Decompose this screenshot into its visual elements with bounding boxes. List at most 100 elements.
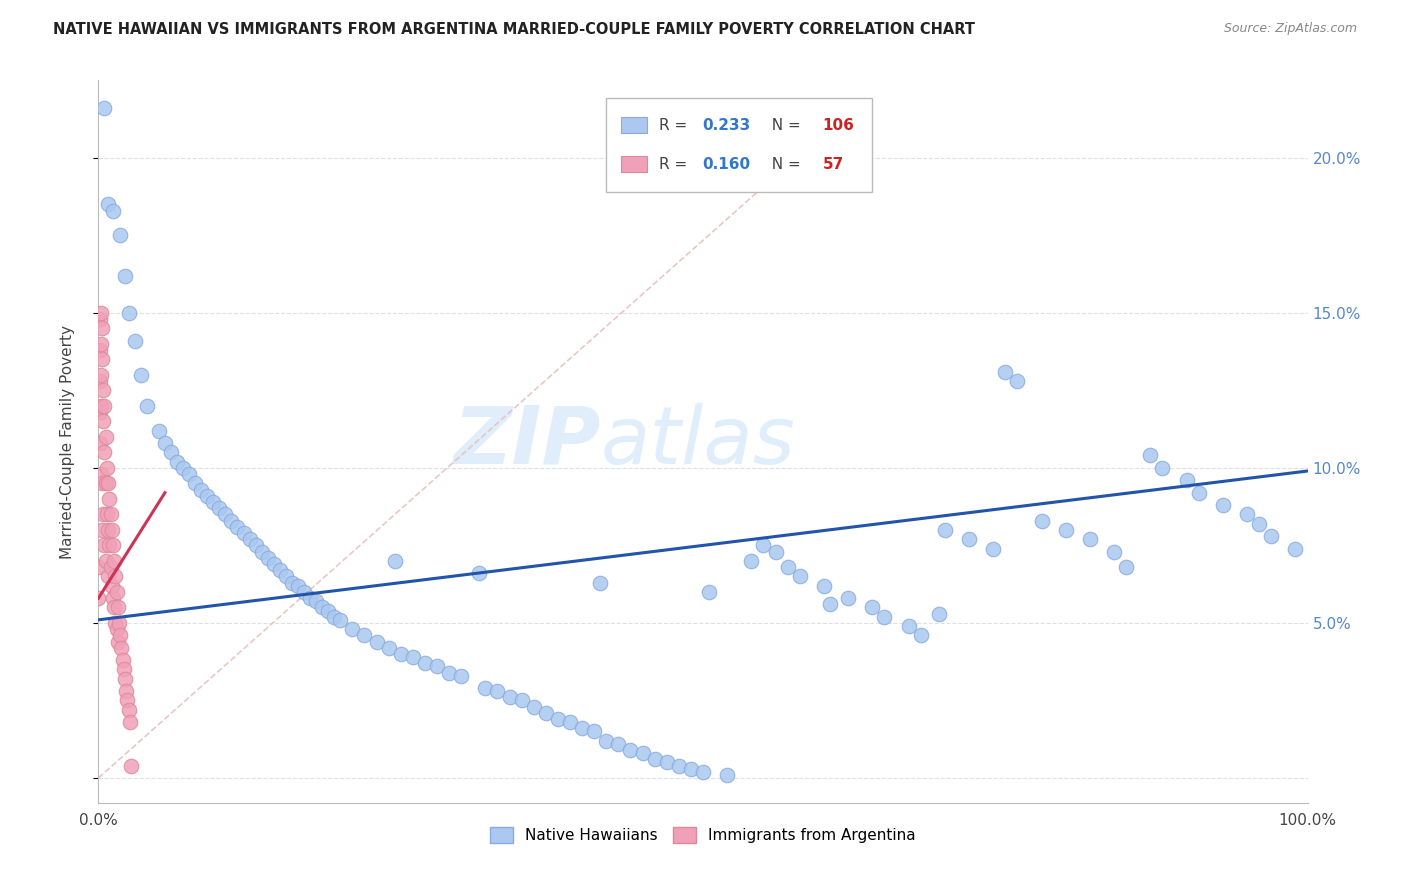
Point bbox=[124, 334, 146, 348]
Point bbox=[619, 743, 641, 757]
Point bbox=[108, 615, 131, 630]
Point bbox=[89, 312, 111, 326]
Point bbox=[752, 538, 775, 552]
Point bbox=[1236, 508, 1258, 522]
Point bbox=[474, 681, 496, 695]
Point bbox=[558, 715, 581, 730]
Point bbox=[97, 197, 120, 211]
Point bbox=[94, 430, 117, 444]
Point bbox=[595, 733, 617, 747]
Point bbox=[740, 554, 762, 568]
Point bbox=[114, 268, 136, 283]
Point bbox=[108, 628, 131, 642]
Point bbox=[91, 384, 114, 398]
Point bbox=[104, 569, 127, 583]
Point bbox=[90, 306, 112, 320]
Point bbox=[377, 640, 399, 655]
Point bbox=[112, 663, 135, 677]
Point bbox=[486, 684, 509, 698]
Point bbox=[716, 768, 738, 782]
Point bbox=[910, 628, 932, 642]
Point bbox=[1102, 544, 1125, 558]
Point bbox=[93, 399, 115, 413]
Point bbox=[160, 445, 183, 459]
Point bbox=[104, 615, 127, 630]
Point bbox=[631, 746, 654, 760]
Point bbox=[299, 591, 322, 606]
Point bbox=[818, 598, 841, 612]
Point bbox=[402, 650, 425, 665]
Point bbox=[534, 706, 557, 720]
Point bbox=[91, 476, 114, 491]
FancyBboxPatch shape bbox=[621, 156, 647, 172]
Point bbox=[1054, 523, 1077, 537]
Point bbox=[239, 533, 262, 547]
Point bbox=[274, 569, 297, 583]
Point bbox=[1152, 461, 1174, 475]
Point bbox=[105, 622, 128, 636]
Text: ZIP: ZIP bbox=[453, 402, 600, 481]
Point bbox=[366, 634, 388, 648]
Point bbox=[166, 455, 188, 469]
Point bbox=[110, 640, 132, 655]
Point bbox=[91, 414, 114, 428]
Point bbox=[250, 544, 273, 558]
Point bbox=[107, 600, 129, 615]
Point bbox=[389, 647, 412, 661]
Text: R =: R = bbox=[659, 119, 693, 133]
Point bbox=[98, 538, 121, 552]
Point bbox=[256, 550, 278, 565]
Point bbox=[195, 489, 218, 503]
Point bbox=[118, 306, 141, 320]
Point bbox=[329, 613, 352, 627]
Point bbox=[100, 508, 122, 522]
Point bbox=[91, 321, 114, 335]
Point bbox=[101, 591, 124, 606]
Point bbox=[547, 712, 569, 726]
Point bbox=[89, 405, 111, 419]
Point bbox=[179, 467, 201, 482]
Point bbox=[281, 575, 304, 590]
Point bbox=[789, 569, 811, 583]
Point bbox=[1007, 374, 1029, 388]
Point bbox=[90, 368, 112, 382]
Point bbox=[100, 579, 122, 593]
Point bbox=[292, 585, 315, 599]
Point bbox=[426, 659, 449, 673]
Point bbox=[1078, 533, 1101, 547]
Point bbox=[87, 560, 110, 574]
Point bbox=[91, 508, 114, 522]
Point bbox=[607, 737, 630, 751]
Point bbox=[413, 657, 436, 671]
Point bbox=[692, 764, 714, 779]
Point bbox=[89, 436, 111, 450]
Point bbox=[94, 554, 117, 568]
Point bbox=[148, 424, 170, 438]
Point bbox=[129, 368, 152, 382]
Point bbox=[384, 554, 406, 568]
Point bbox=[311, 600, 333, 615]
Point bbox=[1188, 485, 1211, 500]
FancyBboxPatch shape bbox=[606, 98, 872, 193]
Point bbox=[583, 724, 606, 739]
Legend: Native Hawaiians, Immigrants from Argentina: Native Hawaiians, Immigrants from Argent… bbox=[484, 822, 922, 849]
Text: atlas: atlas bbox=[600, 402, 794, 481]
Point bbox=[101, 203, 124, 218]
Point bbox=[91, 352, 114, 367]
Text: 0.160: 0.160 bbox=[702, 157, 749, 172]
Point bbox=[114, 672, 136, 686]
Point bbox=[96, 508, 118, 522]
Point bbox=[214, 508, 236, 522]
Point bbox=[897, 619, 920, 633]
Point bbox=[117, 693, 139, 707]
Point bbox=[263, 557, 285, 571]
Point bbox=[103, 554, 125, 568]
Point bbox=[90, 467, 112, 482]
Point bbox=[323, 609, 346, 624]
Point bbox=[93, 445, 115, 459]
Point bbox=[655, 756, 678, 770]
Point bbox=[668, 758, 690, 772]
Point bbox=[928, 607, 950, 621]
Text: N =: N = bbox=[762, 119, 806, 133]
Point bbox=[860, 600, 883, 615]
